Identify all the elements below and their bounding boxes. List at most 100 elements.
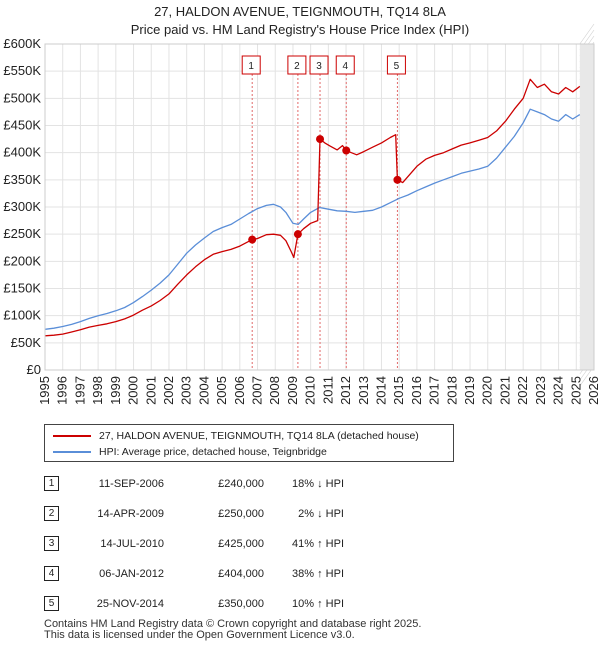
x-tick-label: 2017 [427,376,442,405]
x-tick-label: 2024 [551,376,566,405]
sale-hpi-diff: 2% ↓ HPI [298,508,344,520]
sale-date: 06-JAN-2012 [99,568,164,580]
legend-label-property: 27, HALDON AVENUE, TEIGNMOUTH, TQ14 8LA … [99,430,419,442]
x-tick-label: 2023 [533,376,548,405]
sale-hpi-diff: 41% ↑ HPI [292,538,344,550]
x-tick-label: 2011 [320,376,335,404]
table-row: 3 14-JUL-2010 £425,000 41% ↑ HPI [44,534,444,554]
sale-price: £350,000 [218,598,264,610]
legend: 27, HALDON AVENUE, TEIGNMOUTH, TQ14 8LA … [44,424,454,462]
x-tick-label: 1997 [72,376,87,405]
x-tick-label: 2009 [285,376,300,405]
forecast-band [579,44,594,370]
forecast-hatch [579,23,595,45]
x-tick-label: 2016 [409,376,424,405]
table-row: 5 25-NOV-2014 £350,000 10% ↑ HPI [44,594,444,614]
series-layer [44,78,581,337]
sale-label-box [287,55,307,75]
sale-date: 14-JUL-2010 [100,538,164,550]
sale-date: 11-SEP-2006 [98,478,164,490]
sale-price: £425,000 [218,538,264,550]
sale-price: £404,000 [218,568,264,580]
chart-title: 27, HALDON AVENUE, TEIGNMOUTH, TQ14 8LA [154,4,446,19]
sale-price: £250,000 [218,508,264,520]
sale-label-box [309,55,329,75]
sale-hpi-diff: 38% ↑ HPI [292,568,344,580]
x-tick-label: 2003 [179,376,194,405]
sale-label-number: 3 [316,61,322,72]
footer-licence: This data is licensed under the Open Gov… [44,629,355,641]
y-tick-label: £550K [3,63,41,78]
plot-frame [44,43,595,371]
x-tick-label: 2018 [444,376,459,405]
grid [44,23,595,387]
x-tick-label: 1996 [55,376,70,405]
sale-label-number: 1 [248,61,254,72]
footer-copyright: Contains HM Land Registry data © Crown c… [44,618,422,630]
x-tick-label: 2001 [143,376,158,405]
x-tick-label: 2004 [196,376,211,405]
sale-label-number: 4 [342,61,348,72]
x-tick-label: 2022 [515,376,530,405]
y-tick-label: £600K [3,36,41,51]
x-tick-label: 1998 [90,376,105,405]
x-tick-label: 1995 [37,376,52,405]
table-row: 4 06-JAN-2012 £404,000 38% ↑ HPI [44,564,444,584]
y-tick-label: £50K [11,335,42,350]
chart-subtitle: Price paid vs. HM Land Registry's House … [131,22,469,37]
x-tick-label: 2012 [338,376,353,405]
table-row: 2 14-APR-2009 £250,000 2% ↓ HPI [44,504,444,524]
x-tick-label: 2007 [250,376,265,405]
sale-point [316,135,325,144]
x-axis: 1995 1996 1997 1998 1999 2000 2001 2002 2003 2004… [37,376,600,405]
series-line [44,78,581,337]
x-tick-label: 2005 [214,376,229,405]
sale-hpi-diff: 10% ↑ HPI [292,598,344,610]
sale-label-number: 2 [294,61,300,72]
y-axis: £0 £50K £100K £150K £200K £250K £300K £350K £400… [3,36,41,377]
footer: Contains HM Land Registry data © Crown c… [44,619,421,641]
x-tick-label: 2015 [391,376,406,405]
x-tick-label: 2006 [232,376,247,405]
x-tick-label: 2010 [303,376,318,405]
table-row: 1 11-SEP-2006 £240,000 18% ↓ HPI [44,474,444,494]
sale-date: 25-NOV-2014 [96,598,164,610]
x-tick-label: 2026 [586,376,600,405]
x-tick-label: 2002 [161,376,176,405]
sale-label-box [335,55,355,75]
y-tick-label: £300K [3,199,41,214]
x-tick-label: 2020 [480,376,495,405]
y-tick-label: £0 [27,362,41,377]
sale-number-badge: 4 [44,566,59,581]
sale-point [393,175,402,184]
legend-swatch-property [53,435,91,437]
y-tick-label: £500K [3,90,41,105]
sale-hpi-diff: 18% ↓ HPI [292,478,344,490]
sale-number-badge: 2 [44,506,59,521]
sale-label-number: 5 [394,61,400,72]
sale-point [293,230,302,239]
sale-number-badge: 3 [44,536,59,551]
sale-point [248,235,257,244]
sale-markers-lines [251,74,398,370]
y-tick-label: £150K [3,281,41,296]
y-tick-label: £200K [3,253,41,268]
sale-date: 14-APR-2009 [97,508,164,520]
x-tick-label: 2013 [356,376,371,405]
y-tick-label: £250K [3,226,41,241]
legend-label-hpi: HPI: Average price, detached house, Teig… [99,446,327,458]
x-tick-label: 2021 [497,376,512,405]
price-chart: 27, HALDON AVENUE, TEIGNMOUTH, TQ14 8LA … [3,4,600,405]
sale-price: £240,000 [218,478,264,490]
x-tick-label: 2019 [462,376,477,405]
y-tick-label: £100K [3,308,41,323]
x-tick-label: 2000 [126,376,141,405]
sale-number-badge: 1 [44,476,59,491]
x-tick-label: 2014 [373,376,388,405]
y-tick-label: £450K [3,118,41,133]
y-tick-label: £350K [3,172,41,187]
series-line [44,108,581,330]
sale-label-box [241,55,261,75]
sale-points [248,135,402,244]
sale-number-badge: 5 [44,596,59,611]
